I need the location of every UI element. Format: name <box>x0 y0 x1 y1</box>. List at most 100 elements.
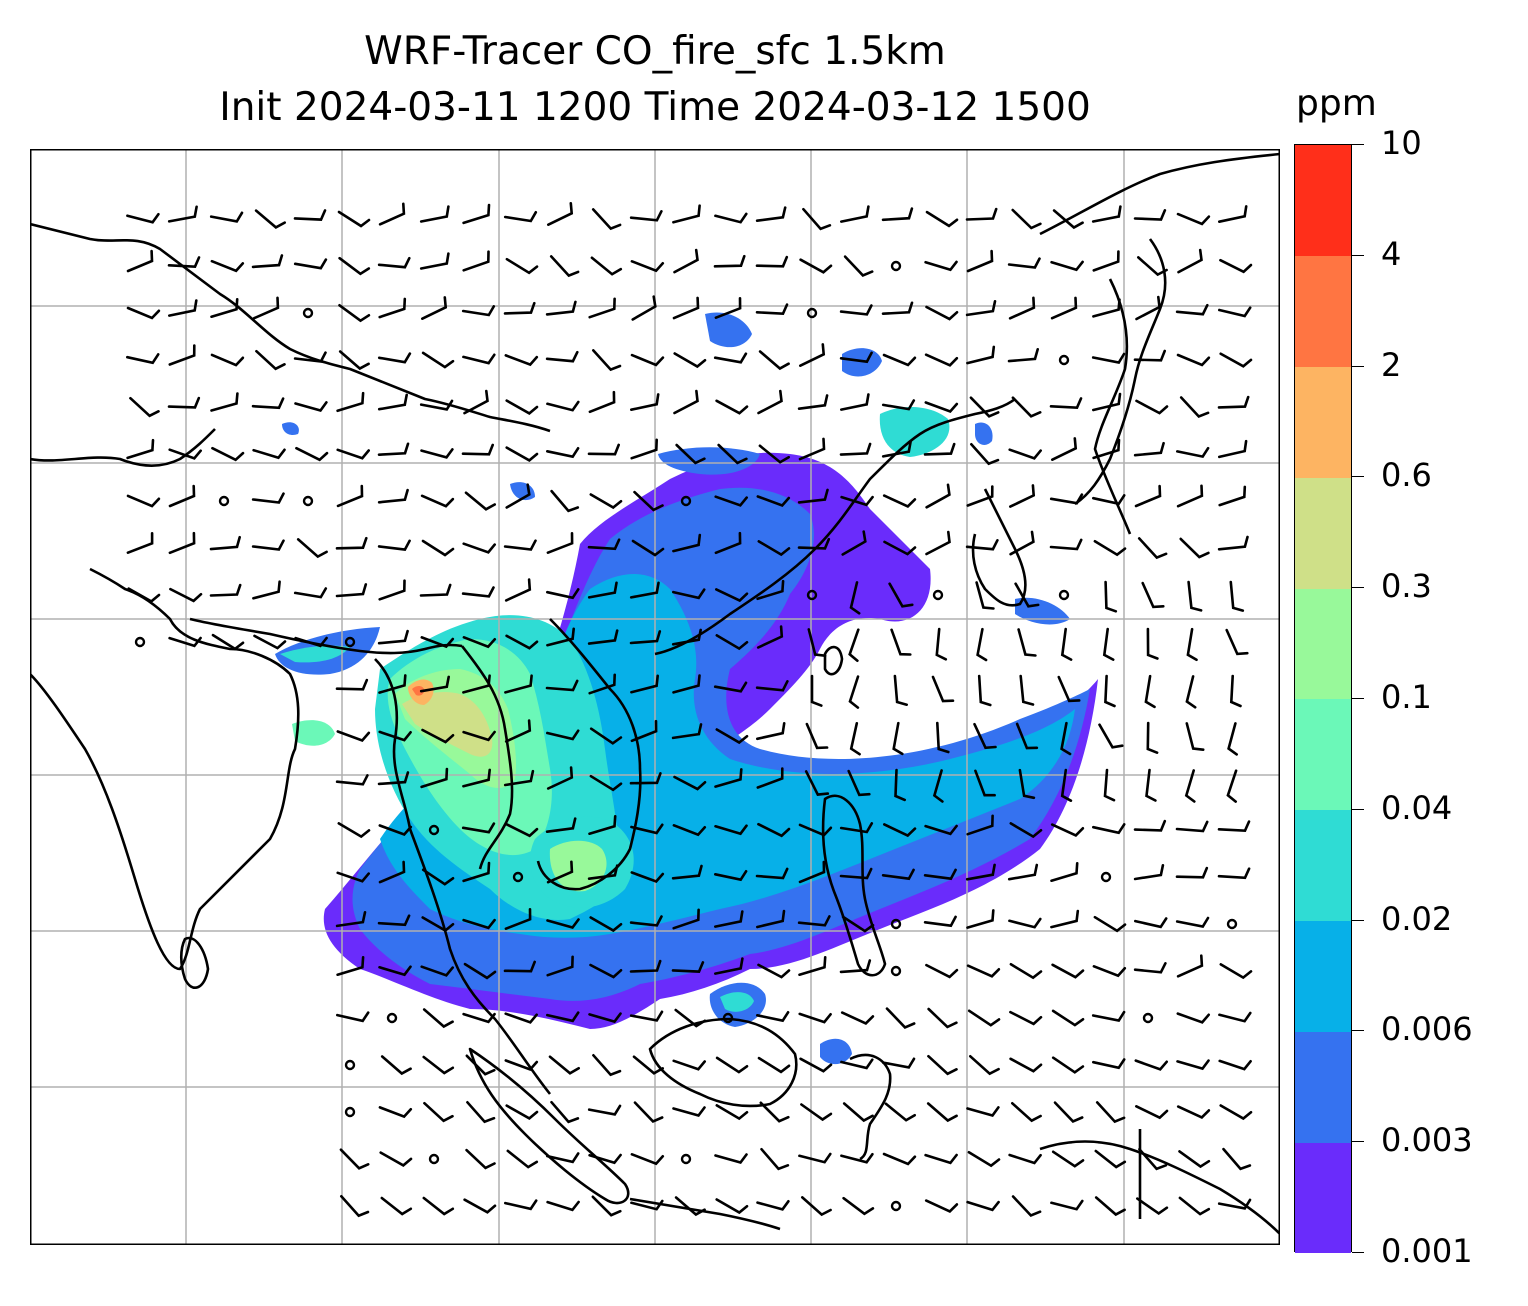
wind-barb <box>629 630 662 645</box>
wind-barb <box>800 1103 833 1122</box>
colorbar-tick-label: 0.02 <box>1381 899 1453 938</box>
wind-barb <box>630 1199 664 1211</box>
wind-barb <box>377 393 408 411</box>
calm-marker <box>890 260 902 272</box>
wind-barb <box>209 211 244 223</box>
wind-barb <box>1093 540 1127 557</box>
wind-barb <box>377 539 411 552</box>
wind-barb <box>211 446 245 462</box>
wind-barb <box>924 260 958 272</box>
wind-barb <box>839 351 873 364</box>
wind-barb <box>377 629 409 645</box>
wind-barb <box>590 256 623 276</box>
calm-marker <box>302 307 314 319</box>
wind-barb <box>419 252 450 270</box>
wind-barb <box>1179 396 1210 419</box>
wind-barb <box>1135 1105 1169 1120</box>
wind-barb <box>715 588 749 603</box>
map-panel <box>30 149 1280 1245</box>
wind-barb <box>1177 248 1203 274</box>
wind-barb <box>805 722 829 750</box>
wind-barb <box>630 438 658 460</box>
wind-barb <box>630 393 660 411</box>
coast-india <box>30 567 300 971</box>
wind-barb <box>335 774 369 786</box>
calm-wind-markers <box>134 260 1238 1212</box>
calm-marker <box>680 495 692 507</box>
wind-barb <box>1217 820 1251 833</box>
wind-barb <box>587 1104 622 1116</box>
wind-barb <box>629 772 662 785</box>
wind-barb <box>546 955 574 977</box>
wind-barb <box>506 1149 539 1169</box>
wind-barb <box>421 539 455 557</box>
plume-north-3 <box>879 407 950 457</box>
wind-barb <box>713 352 748 364</box>
wind-barb <box>1092 298 1121 318</box>
wind-barb <box>1102 627 1115 661</box>
wind-barb <box>965 300 997 317</box>
wind-barb <box>168 484 196 508</box>
wind-barb <box>422 1196 455 1216</box>
wind-barb <box>1008 1153 1042 1165</box>
wind-barb <box>1011 208 1042 230</box>
wind-barb <box>589 963 623 979</box>
wind-barb <box>421 296 448 320</box>
wind-barb <box>1051 1009 1085 1027</box>
wind-barb <box>714 531 742 555</box>
colorbar-tick <box>1352 365 1364 367</box>
coast-borneo <box>648 1017 798 1108</box>
wind-barb <box>881 440 912 458</box>
wind-barb <box>966 1106 1000 1117</box>
wind-barb <box>1218 1011 1252 1023</box>
wind-barb <box>881 1057 916 1069</box>
wind-barb <box>293 209 327 221</box>
wind-barb <box>1133 349 1166 362</box>
wind-barb <box>965 539 999 551</box>
wind-barb <box>1104 674 1116 708</box>
wind-barb <box>1091 352 1126 364</box>
wind-barb <box>629 959 662 973</box>
coast-java <box>629 1197 781 1231</box>
wind-barb <box>847 769 871 797</box>
wind-barb <box>1184 769 1196 803</box>
wind-barb <box>378 860 406 884</box>
calm-marker <box>806 307 818 319</box>
wind-barb <box>1219 258 1253 274</box>
calm-marker <box>344 636 356 648</box>
wind-barb <box>592 349 622 372</box>
coast-philippines <box>821 794 887 977</box>
wind-barb <box>462 768 491 788</box>
calm-marker <box>680 1153 692 1165</box>
wind-barb <box>925 305 959 321</box>
wind-barb <box>1141 581 1165 609</box>
wind-barb <box>935 627 948 661</box>
wind-barb <box>587 538 621 551</box>
wind-barb <box>713 254 746 268</box>
wind-barb <box>1008 448 1042 460</box>
wind-barb <box>377 442 410 456</box>
wind-barb <box>462 1012 496 1024</box>
calm-marker <box>890 965 902 977</box>
wind-barb <box>336 391 365 413</box>
wind-barb <box>1217 1198 1252 1210</box>
wind-barb <box>840 393 870 411</box>
wind-barb <box>505 822 539 838</box>
wind-barb <box>462 918 496 930</box>
wind-barb <box>126 494 161 508</box>
wind-barb <box>840 495 874 507</box>
wind-barb <box>1057 675 1081 703</box>
colorbar-segment <box>1295 1142 1351 1254</box>
colorbar-tick-label: 0.04 <box>1381 788 1453 827</box>
wind-barb <box>798 823 833 837</box>
wind-barb <box>126 353 160 365</box>
wind-barb <box>167 205 198 223</box>
wind-barb <box>674 1196 706 1217</box>
wind-barb <box>936 721 950 754</box>
wind-barb <box>378 824 413 837</box>
wind-barb <box>461 443 494 456</box>
wind-barb <box>893 674 908 706</box>
calm-marker <box>932 589 944 601</box>
wind-barb <box>882 353 917 367</box>
wind-barb <box>966 909 995 929</box>
